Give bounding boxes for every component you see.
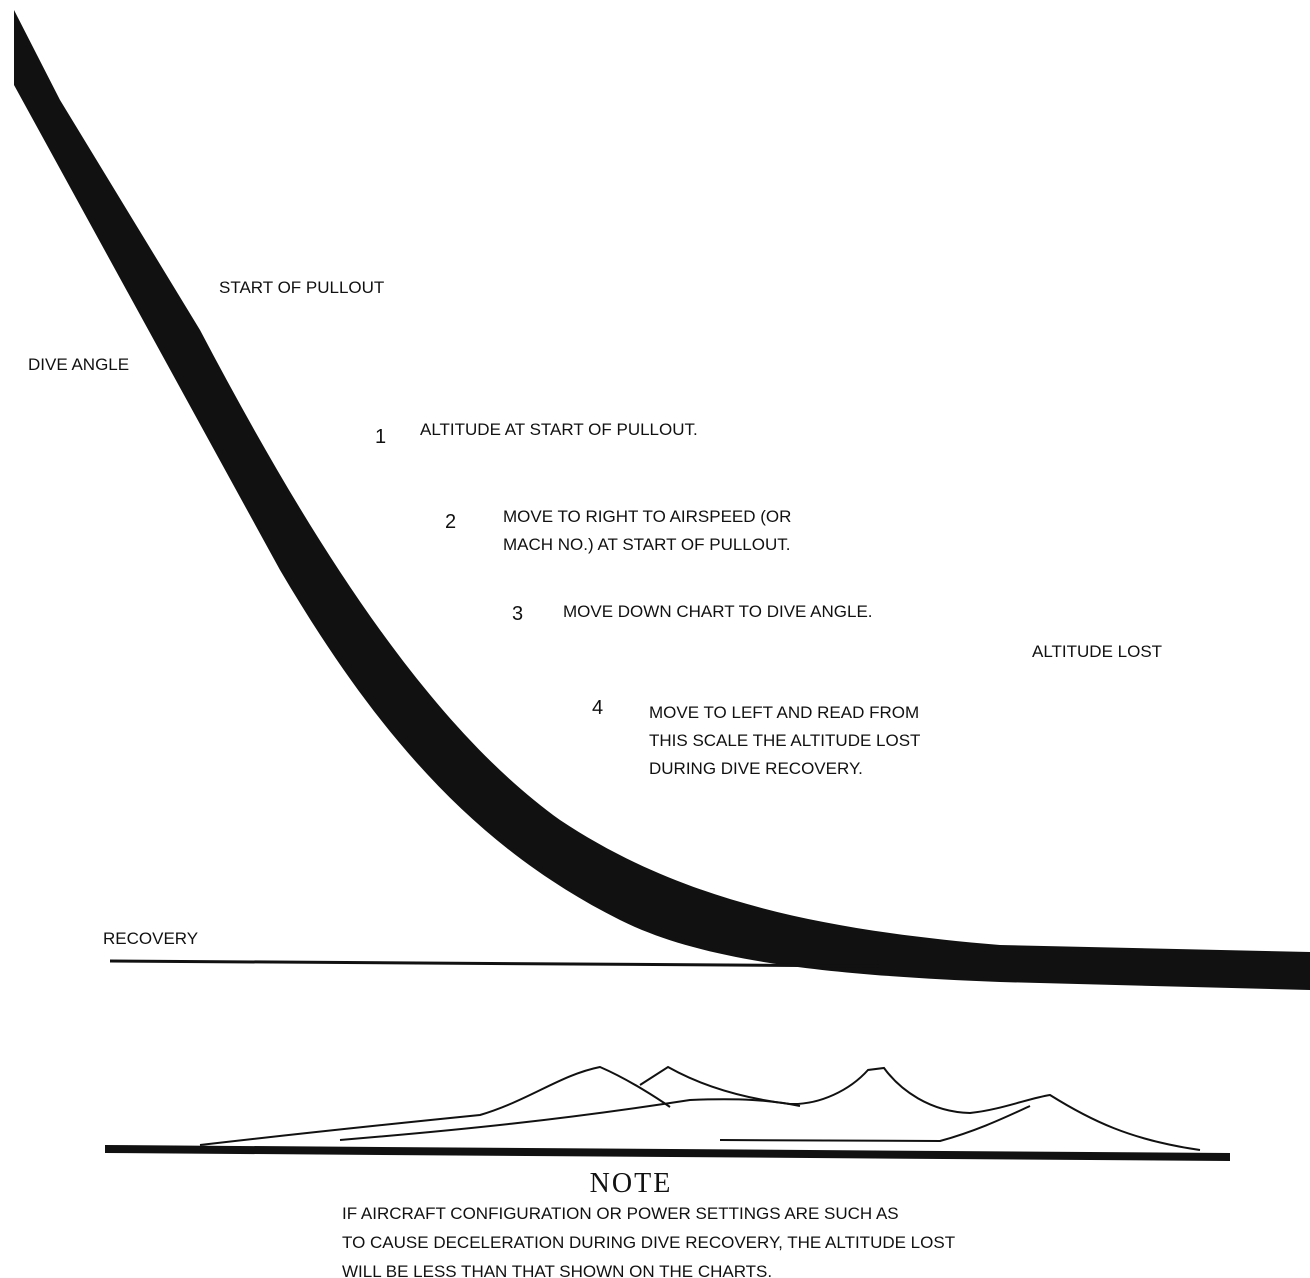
label: ALTITUDE LOST: [1032, 642, 1162, 661]
step-number: 3: [512, 603, 523, 625]
step-text: THIS SCALE THE ALTITUDE LOST: [649, 731, 920, 750]
step-text: MOVE TO LEFT AND READ FROM: [649, 703, 919, 722]
step-text: MOVE TO RIGHT TO AIRSPEED (OR: [503, 507, 791, 526]
step-text: MACH NO.) AT START OF PULLOUT.: [503, 535, 790, 554]
recovery-line: [109, 959, 881, 968]
step-number: 1: [375, 426, 386, 448]
label: START OF PULLOUT: [219, 278, 384, 297]
dive-path: [14, 10, 1310, 990]
note-text: TO CAUSE DECELERATION DURING DIVE RECOVE…: [342, 1233, 955, 1252]
step-number: 4: [592, 697, 603, 719]
ground: [105, 1145, 1230, 1161]
note-text: WILL BE LESS THAN THAT SHOWN ON THE CHAR…: [342, 1262, 772, 1278]
step-text: MOVE DOWN CHART TO DIVE ANGLE.: [563, 602, 873, 621]
note-title: NOTE: [590, 1168, 673, 1199]
label: DIVE ANGLE: [28, 355, 129, 374]
note-text: IF AIRCRAFT CONFIGURATION OR POWER SETTI…: [342, 1204, 899, 1223]
step-text: ALTITUDE AT START OF PULLOUT.: [420, 420, 698, 439]
label: RECOVERY: [103, 929, 198, 948]
step-text: DURING DIVE RECOVERY.: [649, 759, 863, 778]
mountains: [199, 1065, 1201, 1151]
step-number: 2: [445, 511, 456, 533]
